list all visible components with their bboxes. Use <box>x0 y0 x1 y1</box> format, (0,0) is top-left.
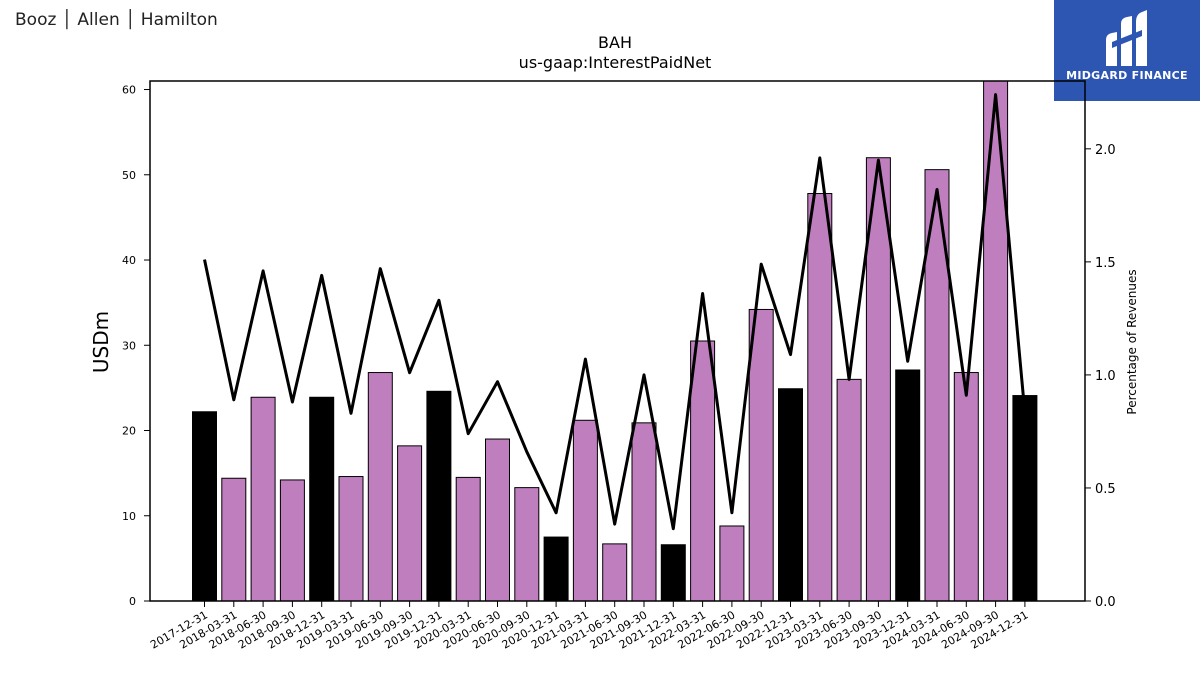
bar <box>192 411 217 602</box>
bar <box>250 396 276 602</box>
y-tick-label: 0 <box>129 595 136 608</box>
bar <box>778 388 803 602</box>
bar <box>602 543 628 602</box>
bar <box>455 476 481 602</box>
y-tick-label: 10 <box>122 510 136 523</box>
bar <box>690 340 716 602</box>
brand-mark-icon <box>1106 10 1147 66</box>
bar <box>309 396 335 602</box>
y-tick-label: 60 <box>122 84 136 97</box>
bar <box>953 372 979 602</box>
bar <box>279 479 305 602</box>
y-right-tick-label: 0.5 <box>1095 482 1116 497</box>
y-tick-label: 50 <box>122 169 136 182</box>
brand-name: MIDGARD FINANCE <box>1066 69 1188 82</box>
bar <box>836 378 862 602</box>
y-right-tick-label: 1.0 <box>1095 369 1116 384</box>
bar <box>543 536 569 602</box>
plot-frame <box>149 80 1086 602</box>
bar <box>983 80 1009 602</box>
chart-subtitle: us-gaap:InterestPaidNet <box>519 53 712 72</box>
y-tick-label: 30 <box>122 339 136 352</box>
bar <box>807 193 833 602</box>
bar <box>660 544 686 602</box>
y-axis-right-label: Percentage of Revenues <box>1125 269 1139 414</box>
brand-logo: MIDGARD FINANCE <box>1054 0 1200 101</box>
y-right-tick-label: 0.0 <box>1095 595 1116 610</box>
bar <box>631 422 657 602</box>
y-right-tick-label: 1.5 <box>1095 256 1116 271</box>
bar <box>572 419 598 602</box>
bar <box>514 487 540 602</box>
chart-title: BAH <box>598 33 632 52</box>
bar <box>397 445 423 602</box>
bar <box>221 477 247 602</box>
series-line <box>203 93 1027 531</box>
bar <box>865 157 891 602</box>
y-tick-label: 40 <box>122 254 136 267</box>
bar <box>338 476 364 602</box>
bar <box>485 438 510 602</box>
line-series <box>203 93 1027 531</box>
y-right-tick-label: 2.0 <box>1095 143 1116 158</box>
y-tick-label: 20 <box>122 425 136 438</box>
company-name: Booz │ Allen │ Hamilton <box>15 10 218 30</box>
bar <box>895 369 921 602</box>
bar <box>367 372 393 602</box>
bar <box>1012 395 1038 602</box>
y-axis-label: USDm <box>89 311 113 373</box>
bar <box>426 390 452 602</box>
bar <box>719 525 745 602</box>
bar <box>748 308 774 602</box>
